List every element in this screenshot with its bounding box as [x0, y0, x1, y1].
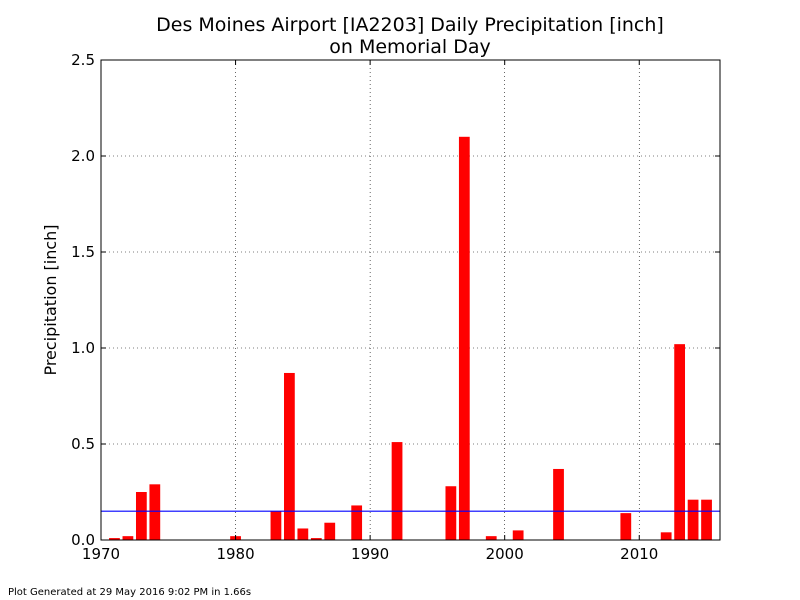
- bar-1974: [149, 484, 161, 540]
- y-tick-label: 2.0: [71, 147, 95, 165]
- bar-2013: [674, 344, 686, 540]
- x-tick-label: 2010: [620, 545, 658, 563]
- bar-2004: [553, 468, 564, 540]
- bar-1985: [297, 528, 309, 540]
- bar-2014: [687, 499, 699, 540]
- footer-text: Plot Generated at 29 May 2016 9:02 PM in…: [8, 587, 251, 598]
- y-tick-label: 1.5: [71, 243, 95, 261]
- bar-2015: [701, 499, 712, 540]
- bar-1989: [351, 505, 363, 540]
- bar-1984: [284, 372, 295, 540]
- bar-2009: [620, 513, 632, 540]
- bar-1983: [270, 511, 282, 540]
- plot-frame: [100, 59, 721, 541]
- bar-1999: [485, 536, 497, 540]
- bar-1992: [391, 442, 403, 540]
- bar-1997: [458, 136, 470, 541]
- grid-layer: [100, 59, 720, 541]
- bar-1996: [445, 486, 457, 540]
- chart-title-line-2: on Memorial Day: [329, 36, 491, 58]
- y-tick-label: 0.5: [71, 435, 95, 453]
- y-tick-label: 0.0: [71, 531, 95, 549]
- bar-1972: [122, 536, 134, 540]
- ticks-layer: 1970 1980 1990 2000 2010 0.0 0.5 1.0 1.5 2.0 2.5: [71, 51, 720, 563]
- bar-1986: [310, 538, 322, 540]
- bar-2012: [660, 532, 672, 540]
- chart-title-line-1: Des Moines Airport [IA2203] Daily Precip…: [156, 14, 664, 36]
- x-tick-label: 2000: [486, 545, 524, 563]
- y-tick-label: 1.0: [71, 339, 95, 357]
- y-tick-label: 2.5: [71, 51, 95, 69]
- x-tick-label: 1990: [351, 545, 389, 563]
- y-axis-label: Precipitation [inch]: [41, 224, 60, 375]
- bar-1987: [324, 522, 336, 540]
- bar-1971: [109, 538, 120, 540]
- bar-1973: [135, 492, 147, 540]
- x-tick-label: 1980: [216, 545, 254, 563]
- bar-2001: [512, 530, 524, 540]
- x-tick-label: 1970: [82, 545, 120, 563]
- bars-layer: [109, 136, 712, 541]
